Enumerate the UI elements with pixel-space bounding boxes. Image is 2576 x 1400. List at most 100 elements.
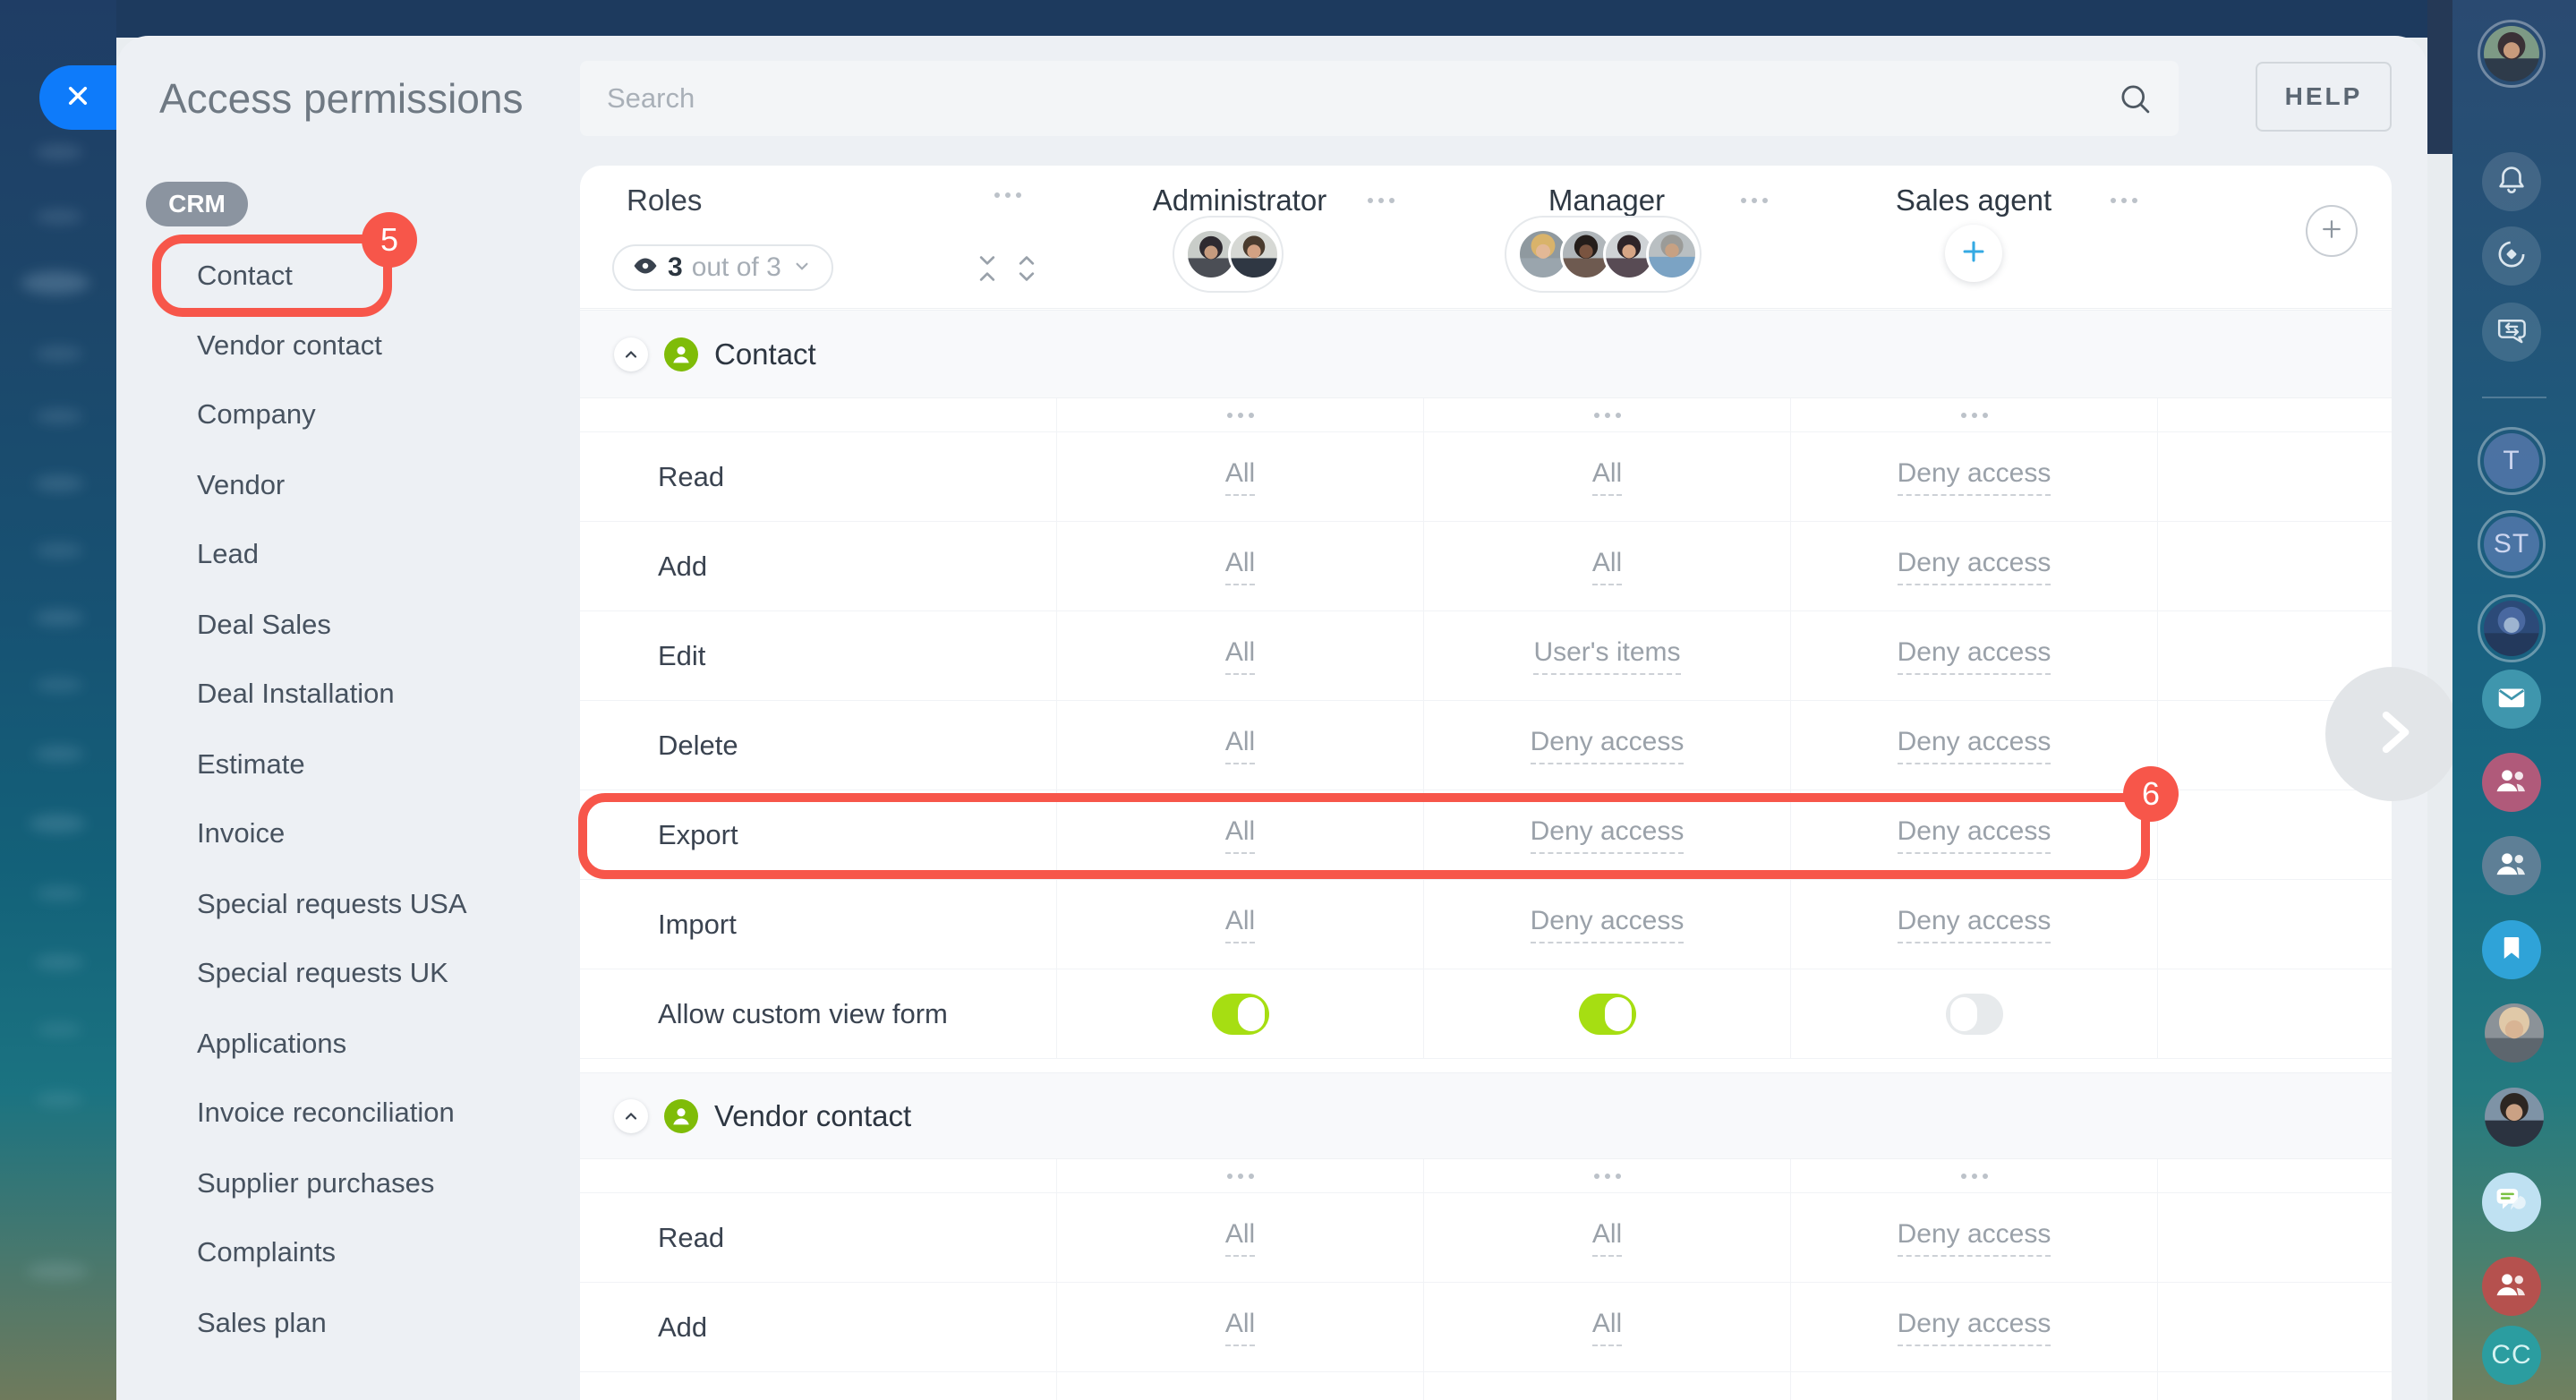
manager-members[interactable] (1505, 216, 1702, 293)
manager-menu-icon[interactable] (1741, 198, 1768, 203)
sidebar-item-complaints[interactable]: Complaints (197, 1236, 337, 1268)
permission-value[interactable]: Deny access (1530, 727, 1685, 764)
permission-cell: All (1056, 522, 1423, 610)
sidebar-item-vendor[interactable]: Vendor (197, 469, 286, 500)
add-role-button[interactable] (2306, 205, 2358, 257)
chat-item-t[interactable]: T (2478, 427, 2546, 495)
sidebar-item-contact[interactable]: Contact (197, 260, 293, 291)
administrator-menu-icon[interactable] (1368, 198, 1395, 203)
permission-value[interactable]: All (1224, 1309, 1256, 1346)
permission-value[interactable]: Deny access (1897, 548, 2051, 585)
sidebar-item-deal-installation[interactable]: Deal Installation (197, 678, 395, 709)
section-menu-row (580, 398, 2392, 432)
help-button[interactable]: HELP (2256, 62, 2392, 132)
sidebar-item-estimate[interactable]: Estimate (197, 748, 305, 780)
chat-item-group-3[interactable] (2482, 1257, 2541, 1316)
cell-menu-icon[interactable] (1593, 412, 1621, 418)
chevron-right-icon (2365, 704, 2420, 764)
sidebar-item-invoice[interactable]: Invoice (197, 817, 286, 849)
permission-value[interactable]: All (1591, 548, 1623, 585)
administrator-members[interactable] (1173, 216, 1284, 293)
sidebar-item-deal-sales[interactable]: Deal Sales (197, 609, 331, 640)
permission-value[interactable]: Deny access (1530, 816, 1685, 854)
cell-menu-icon[interactable] (1226, 1173, 1254, 1179)
close-panel-button[interactable] (39, 65, 116, 130)
permission-value[interactable]: All (1224, 637, 1256, 675)
cell-menu-icon[interactable] (1960, 412, 1988, 418)
toggle-switch[interactable] (1945, 993, 2003, 1035)
roles-visible-count: 3 (668, 252, 683, 282)
cell-empty (2157, 1283, 2392, 1371)
collapse-section-button[interactable] (614, 1098, 648, 1133)
table-row-add: Add All All Deny access (580, 1283, 2392, 1372)
sidebar-item-lead[interactable]: Lead (197, 538, 259, 569)
permission-value[interactable]: All (1591, 1309, 1623, 1346)
permission-cell (1423, 969, 1790, 1058)
copilot-button[interactable] (2482, 226, 2541, 286)
avatar (2485, 1088, 2544, 1147)
chat-item-channel[interactable] (2482, 1173, 2541, 1232)
collapse-section-button[interactable] (614, 337, 648, 371)
messenger-button[interactable] (2482, 303, 2541, 362)
sidebar-item-vendor-contact[interactable]: Vendor contact (197, 329, 382, 361)
permission-value[interactable]: All (1224, 727, 1256, 764)
profile-avatar[interactable] (2478, 20, 2546, 88)
cell-menu-icon[interactable] (1593, 1173, 1621, 1179)
table-row-import: Import All Deny access Deny access (580, 880, 2392, 969)
notifications-button[interactable] (2482, 152, 2541, 211)
permission-value[interactable]: All (1224, 548, 1256, 585)
cell-menu (1790, 1159, 2157, 1192)
sidebar-item-applications[interactable]: Applications (197, 1028, 347, 1059)
sidebar-item-special-requests-usa[interactable]: Special requests USA (197, 888, 467, 919)
table-row-add: Add All All Deny access (580, 522, 2392, 611)
toggle-switch[interactable] (1211, 993, 1269, 1035)
page-title: Access permissions (159, 75, 524, 122)
sidebar-item-invoice-reconciliation[interactable]: Invoice reconciliation (197, 1097, 455, 1128)
add-sales-agent-member-button[interactable] (1945, 225, 2002, 282)
sidebar-item-special-requests-uk[interactable]: Special requests UK (197, 957, 448, 988)
chat-item-group-1[interactable] (2482, 753, 2541, 812)
roles-menu-icon[interactable] (994, 192, 1021, 198)
cell-empty (2157, 880, 2392, 969)
panel-expand-button[interactable] (2325, 667, 2460, 801)
chat-item-user[interactable] (2485, 1088, 2544, 1147)
permission-value[interactable]: Deny access (1897, 906, 2051, 943)
sidebar-item-company[interactable]: Company (197, 398, 316, 430)
permission-value[interactable]: All (1224, 906, 1256, 943)
section-menu-row (580, 1159, 2392, 1193)
cell-menu-icon[interactable] (1226, 412, 1254, 418)
people-icon (2494, 764, 2529, 801)
permission-value[interactable]: All (1591, 458, 1623, 496)
collapse-all-icon[interactable] (975, 253, 1000, 284)
permission-value[interactable]: All (1224, 458, 1256, 496)
search-input[interactable] (580, 82, 2116, 115)
permission-value[interactable]: Deny access (1897, 458, 2051, 496)
toggle-switch[interactable] (1578, 993, 1636, 1035)
chat-item-mail[interactable] (2482, 670, 2541, 729)
permission-value[interactable]: All (1591, 1219, 1623, 1257)
chat-item-group-2[interactable] (2482, 836, 2541, 895)
permission-value[interactable]: Deny access (1897, 727, 2051, 764)
chat-item-cc[interactable]: CC (2482, 1326, 2541, 1385)
chat-item-user[interactable] (2478, 594, 2546, 662)
permission-value[interactable]: Deny access (1897, 1309, 2051, 1346)
permission-value[interactable]: All (1224, 1219, 1256, 1257)
cell-menu-icon[interactable] (1960, 1173, 1988, 1179)
permission-value[interactable]: Deny access (1897, 816, 2051, 854)
roles-column-title: Roles (627, 184, 703, 217)
chat-item-st[interactable]: ST (2478, 510, 2546, 578)
permission-value[interactable]: Deny access (1897, 637, 2051, 675)
permission-value[interactable]: All (1224, 816, 1256, 854)
permission-value[interactable]: User's items (1533, 637, 1681, 675)
chat-item-user[interactable] (2485, 1003, 2544, 1063)
sidebar-item-sales-plan[interactable]: Sales plan (197, 1307, 327, 1338)
permission-value[interactable]: Deny access (1897, 1219, 2051, 1257)
permission-value[interactable]: Deny access (1530, 906, 1685, 943)
sidebar-item-supplier-purchases[interactable]: Supplier purchases (197, 1167, 435, 1199)
search-icon[interactable] (2116, 80, 2154, 117)
sales-agent-menu-icon[interactable] (2111, 198, 2137, 203)
table-row-partial (580, 1372, 2392, 1400)
expand-all-icon[interactable] (1014, 253, 1039, 284)
chat-item-saved[interactable] (2482, 920, 2541, 979)
roles-filter-chip[interactable]: 3 out of 3 (612, 244, 833, 291)
